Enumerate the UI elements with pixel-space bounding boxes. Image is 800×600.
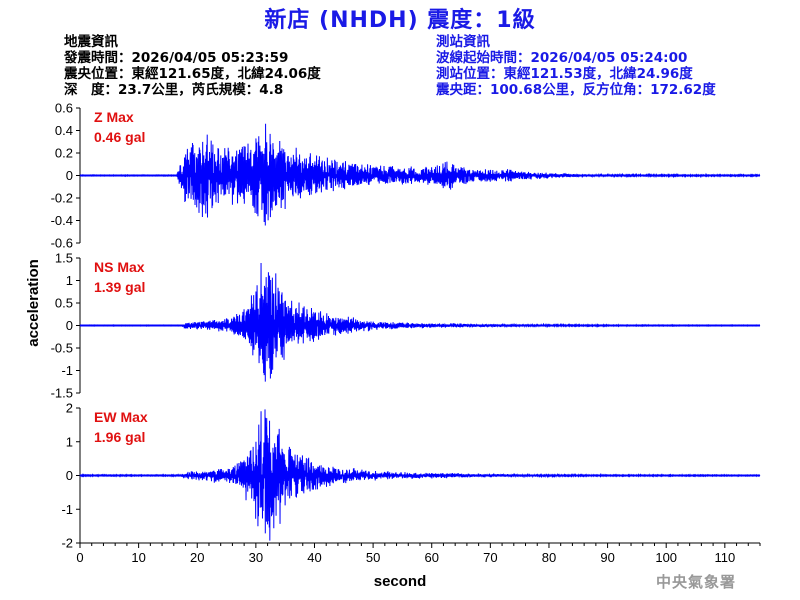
x-axis-label: second bbox=[374, 573, 427, 590]
y-tick-label: 0.5 bbox=[55, 296, 73, 311]
y-tick-label: -2 bbox=[61, 536, 73, 551]
max-value-ew: 1.96 gal bbox=[94, 429, 145, 445]
x-tick-label: 60 bbox=[424, 550, 438, 565]
station-info-heading: 測站資訊 bbox=[436, 34, 490, 50]
x-tick-label: 50 bbox=[366, 550, 380, 565]
y-tick-label: 0 bbox=[66, 318, 73, 333]
y-tick-label: -0.5 bbox=[51, 341, 73, 356]
y-tick-label: -1.5 bbox=[51, 386, 73, 401]
y-tick-label: 2 bbox=[66, 401, 73, 416]
x-tick-label: 10 bbox=[131, 550, 145, 565]
y-tick-label: -1 bbox=[61, 363, 73, 378]
y-tick-label: -0.6 bbox=[51, 236, 73, 251]
station-info: 測站資訊 波線起始時間：2026/04/05 05:24:00 測站位置：東經1… bbox=[436, 34, 716, 98]
y-tick-label: -0.2 bbox=[51, 191, 73, 206]
earthquake-info: 地震資訊 發震時間：2026/04/05 05:23:59 震央位置：東經121… bbox=[64, 34, 321, 98]
x-tick-label: 100 bbox=[655, 550, 677, 565]
y-tick-label: 1 bbox=[66, 273, 73, 288]
y-tick-label: -0.4 bbox=[51, 213, 73, 228]
max-label-ns: NS Max bbox=[94, 259, 145, 275]
y-tick-label: 0.6 bbox=[55, 101, 73, 116]
agency-watermark: 中央氣象署 bbox=[656, 573, 737, 591]
depth-magnitude: 深 度：23.7公里，芮氏規模：4.8 bbox=[64, 82, 284, 98]
max-label-z: Z Max bbox=[94, 109, 134, 125]
x-tick-label: 110 bbox=[714, 550, 735, 565]
x-tick-label: 90 bbox=[600, 550, 614, 565]
y-tick-label: 0 bbox=[66, 468, 73, 483]
x-tick-label: 80 bbox=[542, 550, 556, 565]
panel-ew: 2 1 0 -1 -2 EW Max 1.96 gal bbox=[61, 401, 761, 551]
y-tick-label: 0 bbox=[66, 168, 73, 183]
y-tick-label: 0.4 bbox=[55, 123, 73, 138]
panel-ns: 1.5 1 0.5 0 -0.5 -1 -1.5 NS Max 1.39 gal bbox=[51, 251, 761, 401]
y-tick-label: 1.5 bbox=[55, 251, 73, 266]
epicentral-distance: 震央距：100.68公里，反方位角：172.62度 bbox=[436, 82, 716, 98]
max-value-ns: 1.39 gal bbox=[94, 279, 145, 295]
panel-z: 0.6 0.4 0.2 0 -0.2 -0.4 -0.6 Z Max 0.46 gal bbox=[51, 101, 761, 251]
y-tick-label: 1 bbox=[66, 434, 73, 449]
waveform-ns bbox=[79, 262, 761, 382]
y-tick-label: 0.2 bbox=[55, 146, 73, 161]
page-title: 新店 (NHDH) 震度：1級 bbox=[264, 8, 536, 33]
x-tick-label: 20 bbox=[190, 550, 204, 565]
earthquake-info-heading: 地震資訊 bbox=[64, 34, 118, 50]
station-location: 測站位置：東經121.53度，北緯24.96度 bbox=[436, 66, 693, 82]
max-label-ew: EW Max bbox=[94, 409, 148, 425]
wave-start-time: 波線起始時間：2026/04/05 05:24:00 bbox=[436, 50, 688, 66]
x-tick-label: 70 bbox=[483, 550, 497, 565]
x-tick-label: 30 bbox=[249, 550, 263, 565]
max-value-z: 0.46 gal bbox=[94, 129, 145, 145]
x-tick-label: 40 bbox=[307, 550, 321, 565]
epicenter-location: 震央位置：東經121.65度，北緯24.06度 bbox=[64, 66, 321, 82]
y-tick-label: -1 bbox=[61, 502, 73, 517]
origin-time: 發震時間：2026/04/05 05:23:59 bbox=[64, 50, 289, 66]
x-tick-label: 0 bbox=[76, 550, 83, 565]
y-axis-label: acceleration bbox=[25, 259, 42, 347]
